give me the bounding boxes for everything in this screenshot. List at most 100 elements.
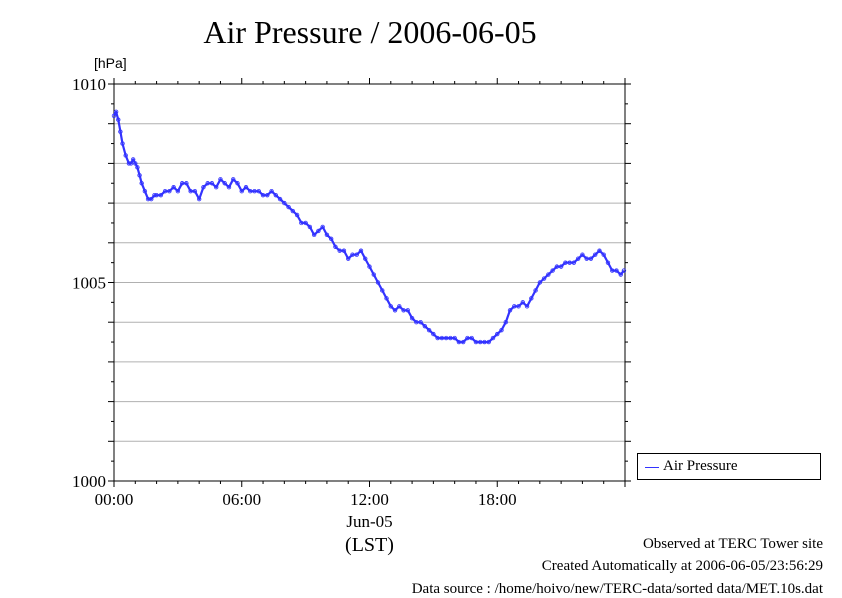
data-point [610,268,615,273]
data-point [592,252,598,257]
data-point [346,256,351,261]
data-point [558,264,564,269]
data-point [111,113,117,118]
data-point [482,339,487,345]
data-point [149,196,154,202]
data-point [139,181,144,186]
data-point [154,192,159,198]
data-point [192,188,198,194]
data-point [333,244,338,249]
data-point [418,320,423,325]
data-point [516,304,521,309]
data-point [303,220,308,226]
data-point [520,300,525,305]
data-point [452,335,457,341]
data-point [401,308,406,313]
data-point [499,327,504,333]
data-point [392,308,398,313]
legend: Air Pressure [637,453,821,480]
data-point [575,256,581,261]
x-axis-note: (LST) [345,534,394,556]
data-point [320,224,325,230]
data-point [145,196,151,202]
data-point [158,192,164,198]
data-point [120,141,125,146]
data-point [405,308,411,313]
data-point [162,188,168,194]
data-point [465,335,470,341]
data-point [375,280,381,285]
data-point [524,304,530,309]
chart-title: Air Pressure / 2006-06-05 [203,14,537,50]
data-point [133,161,138,166]
data-point [367,264,372,269]
data-point [118,129,123,134]
data-point [226,185,232,190]
data-point [294,212,300,218]
data-point [350,252,355,257]
data-point [116,117,121,122]
y-axis-unit: [hPa] [94,55,127,71]
data-point [324,232,330,238]
data-point [222,181,227,186]
data-point [316,228,321,234]
data-point [550,268,555,273]
data-point [239,188,244,194]
data-point [152,192,157,198]
data-point [439,335,445,341]
data-point [426,327,432,333]
data-point [529,296,534,301]
data-point [299,220,304,226]
data-point [269,188,274,194]
data-point [512,304,517,309]
data-point [621,268,627,273]
data-point [205,181,210,186]
data-point [533,288,538,293]
data-point [252,188,257,194]
data-point [443,335,449,341]
x-tick-label: 12:00 [350,490,389,509]
data-point [179,181,185,186]
data-point [171,185,176,190]
x-tick-label: 00:00 [95,490,134,509]
data-point [277,196,283,202]
data-point [563,260,568,265]
data-point [495,331,500,337]
data-point [588,256,594,261]
data-point [167,188,172,194]
data-point [554,264,560,269]
data-point [126,161,132,166]
data-point [137,173,142,178]
data-point [478,339,483,345]
data-point [188,188,193,194]
data-point [209,181,215,186]
data-point [584,256,589,261]
footer-observed: Observed at TERC Tower site [642,536,823,552]
data-point [358,248,364,253]
data-point [307,224,313,230]
data-point [571,260,577,265]
series-line [113,110,625,344]
data-point [460,339,466,345]
data-point [435,335,440,341]
x-tick-label: 06:00 [222,490,261,509]
data-point [256,188,261,194]
data-point [503,320,508,325]
x-date-label: Jun-05 [346,512,392,531]
data-point [341,248,347,253]
legend-label: Air Pressure [663,458,738,474]
data-point [580,252,585,257]
footer-source: Data source : /home/hoivo/new/TERC-data/… [411,581,823,597]
data-point [265,192,270,198]
data-point [243,185,249,190]
data-point [384,296,389,301]
data-point [286,204,291,210]
data-point [397,304,402,309]
data-point [328,236,334,242]
data-point [142,188,148,194]
data-point [196,196,202,202]
x-tick-label: 18:00 [478,490,517,509]
data-point [380,288,385,293]
data-point [388,304,393,309]
data-point [260,192,266,198]
